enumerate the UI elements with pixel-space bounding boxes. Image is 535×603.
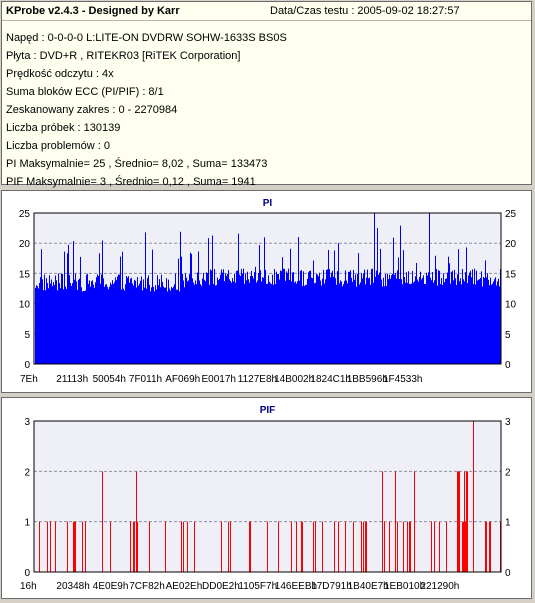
pif-ytick-left: 2 — [24, 467, 30, 478]
pif-ytick-right: 2 — [505, 467, 511, 478]
pif-xtick: 16h — [20, 581, 37, 592]
info-divider — [2, 20, 531, 21]
info-row-speed: Prędkość odczytu : 4x — [6, 68, 114, 80]
pi-xtick: 1BB596h — [347, 374, 388, 385]
pi-xtick: 21113h — [56, 374, 88, 385]
pi-chart-panel: PI 0 0 5 5 10 10 15 15 20 20 25 25 7Eh 21113h 50054h 7F0… — [1, 190, 532, 393]
pi-bars — [35, 213, 501, 364]
pif-ytick-right: 1 — [505, 518, 511, 529]
pi-xtick: 1F4533h — [383, 374, 422, 385]
pi-axes — [33, 212, 502, 365]
info-row-samples: Liczba próbek : 130139 — [6, 122, 121, 134]
pi-ytick-right: 10 — [505, 300, 517, 311]
pi-ytick-left: 0 — [24, 360, 30, 371]
pif-bars — [39, 421, 501, 572]
pif-ytick-left: 0 — [24, 568, 30, 579]
pi-xtick: AF069h — [165, 374, 200, 385]
pif-axes — [33, 420, 502, 573]
pi-chart: PI 0 0 5 5 10 10 15 15 20 20 25 25 7Eh 21113h 50054h 7F0… — [19, 198, 517, 385]
pif-ytick-left: 1 — [24, 518, 30, 529]
pi-xtick: 1127E8h — [238, 374, 277, 385]
pi-ytick-left: 10 — [19, 300, 31, 311]
pif-xtick: AE02Eh — [166, 581, 203, 592]
pi-xtick: 50054h — [93, 374, 126, 385]
test-date: Data/Czas testu : 2005-09-02 18:27:57 — [270, 5, 460, 17]
info-row-drive: Napęd : 0-0-0-0 L:LITE-ON DVDRW SOHW-163… — [6, 32, 287, 44]
pi-ytick-left: 20 — [19, 239, 31, 250]
pif-title: PIF — [260, 405, 276, 416]
pi-xtick: E0017h — [202, 374, 236, 385]
pi-ytick-right: 20 — [505, 239, 517, 250]
pi-xtick: 7F011h — [129, 374, 162, 385]
info-row-pi-stats: PI Maksymalnie= 25 , Średnio= 8,02 , Sum… — [6, 158, 268, 170]
pi-ytick-right: 0 — [505, 360, 511, 371]
pi-ytick-left: 25 — [19, 209, 31, 220]
info-row-range: Zeskanowany zakres : 0 - 2270984 — [6, 104, 178, 116]
pi-ytick-left: 5 — [24, 330, 30, 341]
pi-ytick-right: 5 — [505, 330, 511, 341]
info-panel: KProbe v2.4.3 - Designed by Karr Data/Cz… — [1, 1, 532, 188]
info-row-ecc: Suma bloków ECC (PI/PIF) : 8/1 — [6, 86, 164, 98]
pi-title: PI — [263, 198, 273, 209]
pif-chart: PIF 0 0 1 1 2 2 3 3 16h 20348h 4E0E9h 7CF82h AE02Eh DD… — [20, 405, 511, 592]
info-row-disc: Płyta : DVD+R , RITEKR03 [RiTEK Corporat… — [6, 50, 241, 62]
pi-xtick: 1824C1h — [310, 374, 351, 385]
pif-xtick: 7CF82h — [129, 581, 165, 592]
pif-xtick: 221290h — [420, 581, 459, 592]
pif-ytick-left: 3 — [24, 417, 30, 428]
pif-xtick: 146EEBh — [275, 581, 317, 592]
pif-xtick: 1105F7h — [238, 581, 277, 592]
pif-xtick: 4E0E9h — [93, 581, 129, 592]
pi-ytick-right: 25 — [505, 209, 517, 220]
pi-ytick-left: 15 — [19, 269, 31, 280]
pi-ytick-right: 15 — [505, 269, 517, 280]
pif-xtick: 17D791h — [311, 581, 352, 592]
pif-ytick-right: 3 — [505, 417, 511, 428]
info-row-problems: Liczba problemów : 0 — [6, 140, 110, 152]
pif-chart-panel: PIF 0 0 1 1 2 2 3 3 16h 20348h 4E0E9h 7CF82h AE02Eh DD… — [1, 397, 532, 599]
pif-xtick: 20348h — [56, 581, 89, 592]
pi-xtick: 14B002h — [274, 374, 314, 385]
app-title: KProbe v2.4.3 - Designed by Karr — [6, 5, 180, 17]
pif-ytick-right: 0 — [505, 568, 511, 579]
pi-xtick: 7Eh — [20, 374, 38, 385]
info-row-pif-stats: PIF Maksymalnie= 3 , Średnio= 0,12 , Sum… — [6, 176, 256, 188]
pif-xtick: 1B40E7h — [348, 581, 389, 592]
pif-xtick: DD0E2h — [202, 581, 240, 592]
pif-xtick: 1EB010h — [384, 581, 425, 592]
